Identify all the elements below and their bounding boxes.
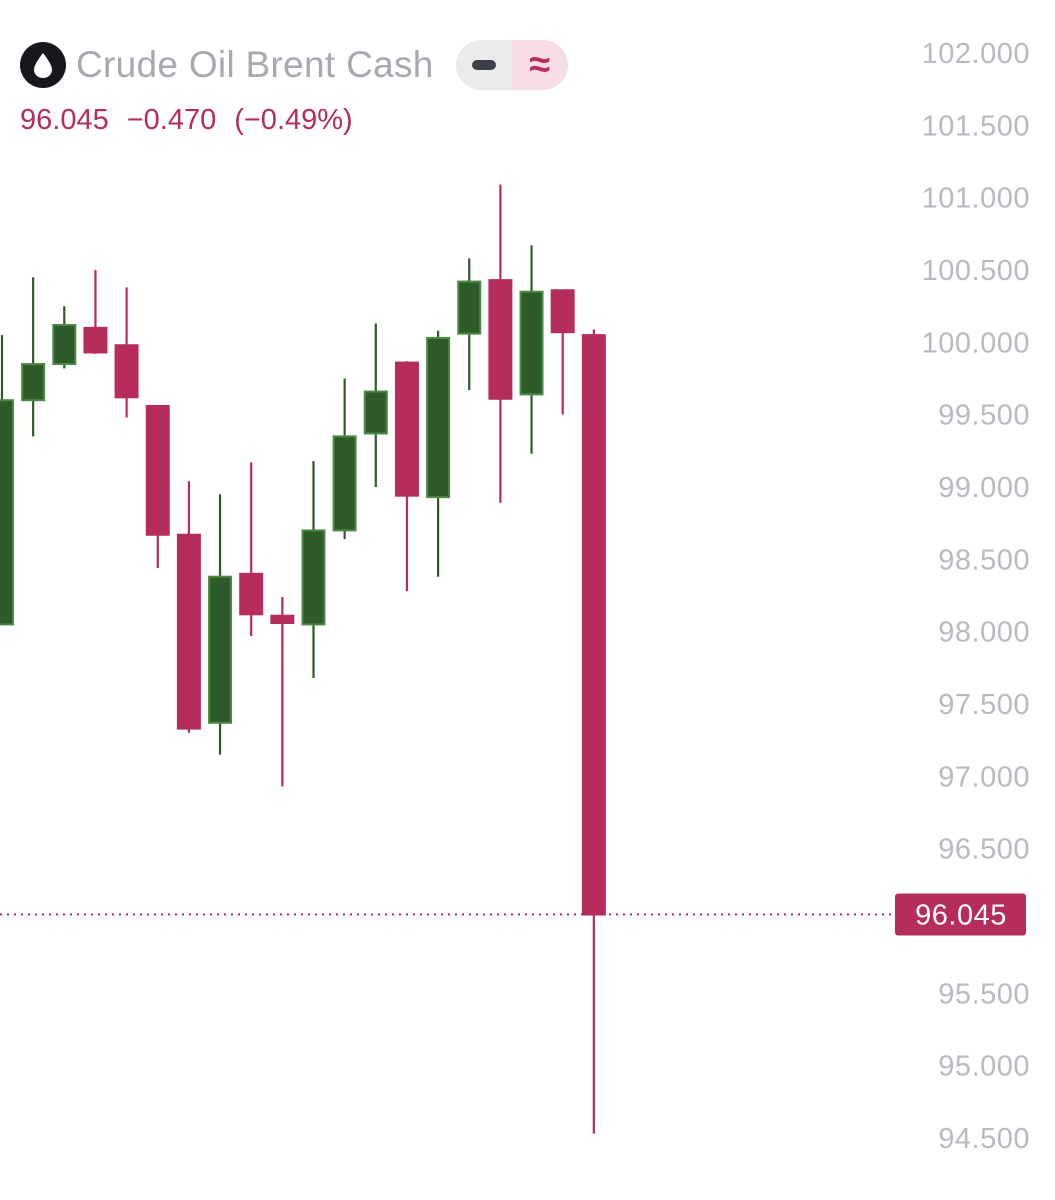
last-price: 96.045 [20,104,109,136]
price-summary: 96.045 −0.470 (−0.49%) [20,104,371,137]
line-mode-button[interactable] [455,40,512,90]
candle-body [581,334,606,916]
candle-body [239,572,264,616]
candle-body [83,326,108,354]
chart-mode-toggle[interactable]: ≈ [455,40,568,90]
y-axis-tick-label: 101.000 [922,183,1030,215]
candle-body [270,614,295,624]
candle-body [332,435,357,532]
oil-drop-icon [20,42,66,88]
y-axis-tick-label: 99.500 [938,400,1030,432]
y-axis-tick-label: 100.500 [922,255,1030,287]
last-price-badge-label: 96.045 [915,899,1007,931]
dash-icon [471,60,496,70]
candle-body [301,529,326,626]
candle-body [488,279,513,400]
y-axis-tick-label: 100.000 [922,327,1030,359]
candle-body [0,399,14,626]
price-change-percent: (−0.49%) [234,104,353,136]
candle-body [176,533,201,730]
candle-body [426,336,451,499]
last-price-badge [895,893,1026,936]
candle-body [145,404,170,536]
candle-body [550,289,575,334]
candle-body [52,323,77,366]
chart-header: Crude Oil Brent Cash ≈ [20,40,568,90]
candle-body [457,280,482,335]
y-axis-tick-label: 94.500 [938,1123,1030,1155]
symbol-title[interactable]: Crude Oil Brent Cash [76,44,434,85]
y-axis-tick-label: 95.000 [938,1051,1030,1083]
y-axis-tick-label: 97.500 [938,689,1030,721]
candle-body [21,363,46,402]
drop-glyph [34,53,52,78]
candle-body [363,390,388,435]
y-axis-tick-label: 101.500 [922,110,1030,142]
candle-body [519,290,544,396]
y-axis-tick-label: 95.500 [938,978,1030,1010]
y-axis-tick-label: 102.000 [922,38,1030,70]
candle-body [114,344,139,399]
candle-body [208,575,233,724]
y-axis-tick-label: 96.500 [938,834,1030,866]
y-axis-tick-label: 97.000 [938,761,1030,793]
y-axis-tick-label: 98.500 [938,544,1030,576]
approx-mode-button[interactable]: ≈ [511,40,568,90]
y-axis-tick-label: 99.000 [938,472,1030,504]
price-change: −0.470 [126,104,217,136]
candle-body [394,361,419,497]
y-axis-tick-label: 98.000 [938,617,1030,649]
